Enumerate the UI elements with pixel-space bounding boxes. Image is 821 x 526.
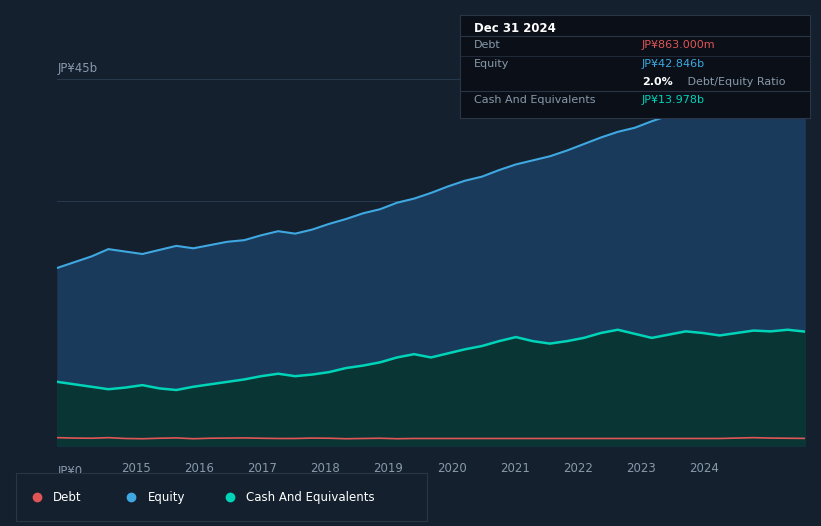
Text: JP¥42.846b: JP¥42.846b [642,59,705,69]
Text: Cash And Equivalents: Cash And Equivalents [474,95,595,105]
Text: Debt: Debt [53,491,82,503]
Text: Equity: Equity [148,491,186,503]
Text: JP¥0: JP¥0 [57,465,83,478]
Text: Debt: Debt [474,40,501,50]
Text: Cash And Equivalents: Cash And Equivalents [246,491,375,503]
Text: 2.0%: 2.0% [642,77,672,87]
Text: JP¥45b: JP¥45b [57,62,98,75]
Text: Dec 31 2024: Dec 31 2024 [474,22,556,35]
Text: JP¥13.978b: JP¥13.978b [642,95,705,105]
Text: Equity: Equity [474,59,509,69]
Text: JP¥863.000m: JP¥863.000m [642,40,716,50]
Text: Debt/Equity Ratio: Debt/Equity Ratio [684,77,786,87]
